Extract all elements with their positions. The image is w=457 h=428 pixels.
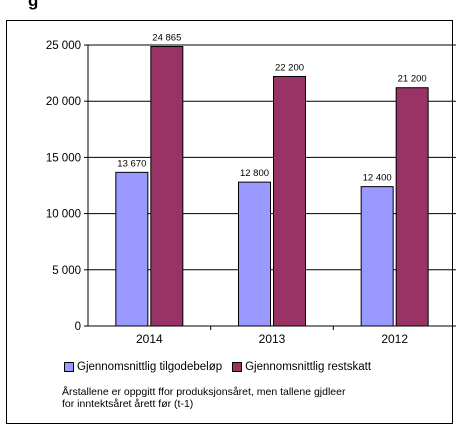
data-label: 12 400 [363,173,392,184]
y-tick-label: 25 000 [46,40,81,52]
data-label: 21 200 [398,74,427,85]
bar [150,46,184,327]
legend-swatch-tilgodebelop [64,362,74,372]
x-tick-label: 2013 [259,332,286,346]
chart-footnote: Årstallene er oppgitt ffor produksjonsår… [62,386,422,410]
y-tick-label: 20 000 [46,96,81,108]
chart-legend: Gjennomsnittlig tilgodebeløp Gjennomsnit… [64,361,381,373]
bar [273,75,306,327]
chart-heading-fragment: g [28,0,39,10]
y-tick-label: 0 [75,321,81,333]
data-label: 22 200 [275,62,304,73]
bar [395,87,429,327]
footnote-line-1: Årstallene er oppgitt ffor produksjonsår… [62,386,346,398]
y-tick-label: 15 000 [46,152,81,164]
bar [360,186,394,327]
chart-frame [6,20,453,424]
y-tick-label: 10 000 [46,209,81,221]
data-label: 13 670 [117,158,146,169]
legend-item-restskatt: Gjennomsnittlig restskatt [232,361,371,373]
bar [115,171,149,327]
legend-item-tilgodebelop: Gjennomsnittlig tilgodebeløp [64,361,222,373]
footnote-line-2: for inntektsåret årett før (t-1) [62,398,194,410]
data-label: 12 800 [240,168,269,179]
bar [238,181,271,327]
data-label: 24 865 [152,33,181,44]
legend-label-tilgodebelop: Gjennomsnittlig tilgodebeløp [77,361,223,373]
legend-swatch-restskatt [232,362,243,372]
x-tick-label: 2012 [381,332,408,346]
y-tick-label: 5 000 [52,265,81,277]
legend-label-restskatt: Gjennomsnittlig restskatt [245,361,372,373]
x-tick-label: 2014 [136,332,163,346]
